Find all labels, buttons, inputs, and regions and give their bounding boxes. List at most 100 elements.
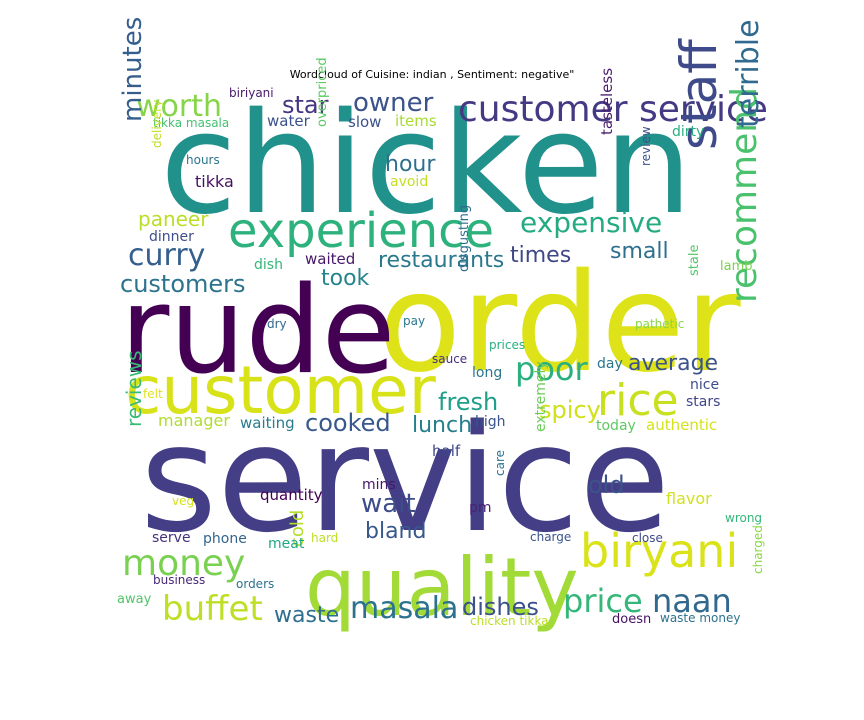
word-stale: stale (687, 245, 702, 276)
word-average: average (628, 351, 718, 376)
word-biryani: biryani (580, 524, 738, 578)
word-wrong: wrong (725, 511, 762, 525)
word-lunch: lunch (412, 413, 472, 438)
word-tikka: tikka (195, 172, 234, 191)
word-overpriced: overpriced (315, 57, 330, 127)
word-biriyani: biriyani (229, 86, 274, 100)
word-price: price (563, 582, 643, 620)
word-long: long (472, 365, 502, 381)
word-customer-service: customer service (458, 89, 768, 130)
word-money: money (122, 543, 245, 584)
word-dinner: dinner (149, 229, 194, 245)
word-hours: hours (186, 153, 220, 167)
word-customers: customers (120, 270, 246, 298)
word-prices: prices (489, 338, 525, 352)
word-day: day (597, 356, 623, 372)
word-sauce: sauce (432, 352, 467, 366)
word-spicy: spicy (539, 396, 601, 424)
word-buffet: buffet (162, 589, 263, 629)
word-quality: quality (305, 541, 579, 634)
word-today: today (596, 418, 636, 434)
word-star: star (282, 91, 329, 119)
word-owner: owner (353, 88, 434, 118)
word-business: business (153, 573, 205, 587)
word-review: review (639, 126, 653, 166)
word-wait: wait (361, 489, 416, 519)
word-serve: serve (152, 530, 191, 546)
word-avoid: avoid (390, 174, 428, 190)
word-doesn: doesn (612, 612, 651, 627)
word-customer: customer (125, 352, 437, 429)
word-staff: staff (670, 38, 728, 150)
word-care: care (493, 450, 507, 476)
word-items: items (395, 112, 437, 130)
word-tasteless: tasteless (598, 68, 616, 135)
word-recommend: recommend (724, 87, 765, 303)
word-half: half (432, 442, 461, 460)
word-hour: hour (385, 152, 436, 177)
word-charged: charged (751, 525, 765, 574)
word-delivery: delivery (150, 100, 164, 148)
word-extremely: extremely (533, 361, 549, 432)
word-minutes: minutes (118, 17, 148, 122)
word-disgusting: disgusting (457, 205, 472, 272)
word-masala: masala (350, 591, 458, 626)
word-dirty: dirty (672, 124, 704, 140)
word-rice: rice (597, 375, 679, 426)
word-restaurants: restaurants (378, 248, 504, 273)
word-rude: rude (120, 262, 395, 401)
word-water: water (267, 112, 311, 130)
word-waited: waited (305, 250, 355, 268)
word-experience: experience (228, 203, 494, 259)
word-manager: manager (158, 411, 230, 430)
word-took: took (321, 266, 370, 291)
word-chicken: chicken (160, 83, 693, 246)
word-expensive: expensive (520, 206, 662, 239)
word-high: high (475, 414, 506, 430)
word-stars: stars (686, 394, 720, 410)
chart-title: Wordcloud of Cuisine: indian , Sentiment… (289, 68, 575, 81)
word-cooked: cooked (305, 409, 391, 437)
word-authentic: authentic (646, 416, 717, 434)
word-bland: bland (365, 519, 426, 544)
word-tikka-masala: tikka masala (153, 116, 229, 130)
word-reviews: reviews (122, 350, 146, 427)
word-service: service (140, 393, 670, 565)
word-small: small (610, 239, 669, 264)
word-paneer: paneer (138, 207, 209, 231)
word-waiting: waiting (240, 414, 295, 432)
word-waste: waste (274, 603, 339, 628)
word-lamb: lamb (720, 259, 753, 274)
word-dry: dry (267, 317, 287, 331)
word-quantity: quantity (260, 486, 323, 504)
word-meat: meat (268, 536, 305, 552)
word-flavor: flavor (666, 489, 712, 508)
word-fresh: fresh (438, 388, 498, 416)
word-orders: orders (236, 577, 274, 591)
word-terrible: terrible (731, 19, 766, 128)
word-dishes: dishes (462, 593, 539, 621)
word-slow: slow (348, 113, 381, 131)
word-pathetic: pathetic (635, 317, 684, 331)
word-close: close (632, 531, 663, 545)
word-mins: mins (362, 477, 396, 493)
word-phone: phone (203, 531, 247, 547)
word-waste-money: waste money (660, 611, 740, 625)
word-curry: curry (128, 238, 205, 273)
word-chicken-tikka: chicken tikka (470, 614, 549, 628)
word-naan: naan (652, 582, 732, 620)
word-times: times (510, 243, 571, 268)
word-pm: pm (469, 500, 492, 516)
word-cold: cold (287, 510, 308, 547)
word-away: away (117, 592, 152, 607)
word-dish: dish (254, 257, 283, 273)
word-worth: worth (136, 89, 222, 124)
word-hard: hard (311, 531, 338, 545)
word-veg: veg (172, 494, 194, 508)
word-charge: charge (530, 530, 571, 544)
word-poor: poor (515, 350, 588, 388)
word-order: order (378, 245, 741, 403)
word-pay: pay (403, 314, 425, 328)
